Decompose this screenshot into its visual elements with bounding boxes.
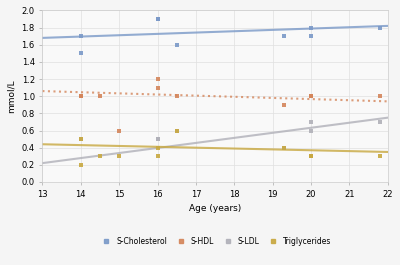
Point <box>174 129 180 133</box>
Point <box>78 137 84 141</box>
Point <box>377 154 383 158</box>
Point <box>174 43 180 47</box>
Point <box>281 103 287 107</box>
X-axis label: Age (years): Age (years) <box>189 204 241 213</box>
Point <box>154 137 161 141</box>
Point <box>116 154 122 158</box>
Point <box>174 129 180 133</box>
Point <box>308 154 314 158</box>
Point <box>154 86 161 90</box>
Point <box>78 34 84 38</box>
Point <box>78 51 84 55</box>
Point <box>281 145 287 150</box>
Point <box>174 94 180 98</box>
Point <box>308 94 314 98</box>
Legend: S-Cholesterol, S-HDL, S-LDL, Triglycerides: S-Cholesterol, S-HDL, S-LDL, Triglycerid… <box>96 234 335 249</box>
Point <box>154 154 161 158</box>
Point <box>281 145 287 150</box>
Point <box>78 163 84 167</box>
Point <box>78 94 84 98</box>
Point <box>377 120 383 124</box>
Point <box>154 17 161 21</box>
Point <box>154 77 161 81</box>
Point <box>308 34 314 38</box>
Point <box>308 94 314 98</box>
Point <box>308 25 314 30</box>
Point <box>97 154 103 158</box>
Point <box>78 94 84 98</box>
Point <box>116 129 122 133</box>
Point <box>308 120 314 124</box>
Y-axis label: mmol/L: mmol/L <box>7 80 16 113</box>
Point <box>377 94 383 98</box>
Point <box>308 154 314 158</box>
Point <box>154 137 161 141</box>
Point <box>377 25 383 30</box>
Point <box>281 34 287 38</box>
Point <box>154 145 161 150</box>
Point <box>97 94 103 98</box>
Point <box>78 137 84 141</box>
Point <box>308 129 314 133</box>
Point <box>154 17 161 21</box>
